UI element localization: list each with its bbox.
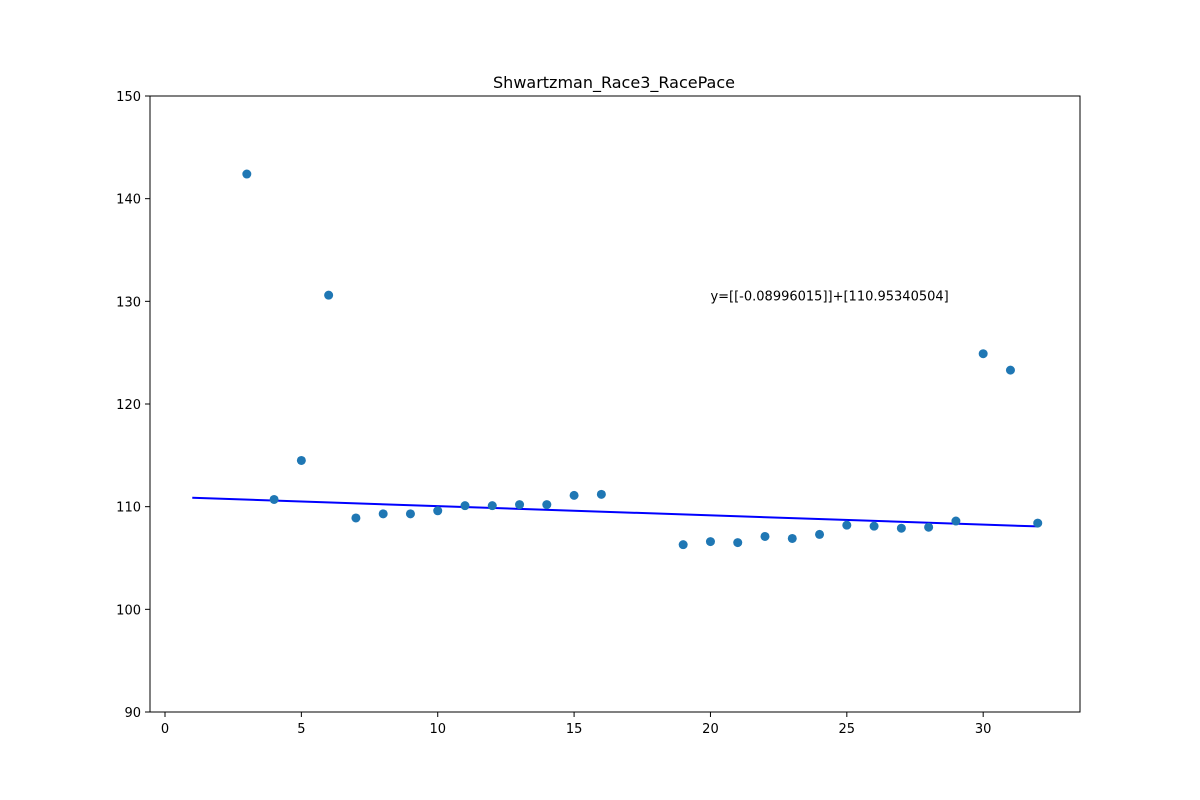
data-point: [378, 509, 388, 519]
data-point: [1033, 518, 1043, 528]
data-point: [596, 489, 606, 499]
data-point: [569, 490, 579, 500]
data-point: [733, 538, 743, 548]
x-tick-label: 25: [839, 722, 856, 737]
data-point: [296, 455, 306, 465]
y-tick-label: 120: [116, 398, 141, 413]
chart-title: Shwartzman_Race3_RacePace: [493, 73, 735, 93]
plot-area: 0 5 10 15 20 25 30 90 100 110 120 130 140 150 y=[[-0.0…: [116, 90, 1081, 737]
data-point: [269, 494, 279, 504]
data-point: [515, 500, 525, 510]
x-tick-label: 0: [161, 722, 169, 737]
x-tick-label: 5: [297, 722, 305, 737]
data-point: [842, 520, 852, 530]
data-point: [815, 529, 825, 539]
data-point: [869, 521, 879, 531]
data-point: [324, 290, 334, 300]
x-tick-label: 10: [429, 722, 446, 737]
fit-equation-annotation: y=[[-0.08996015]]+[110.95340504]: [710, 289, 948, 304]
y-tick-label: 110: [116, 501, 141, 516]
data-point: [460, 501, 470, 511]
y-tick-label: 150: [116, 90, 141, 105]
y-tick-label: 140: [116, 193, 141, 208]
data-point: [1005, 365, 1015, 375]
x-tick-label: 30: [975, 722, 992, 737]
data-point: [705, 537, 715, 547]
fit-line: [192, 496, 1038, 528]
y-tick-label: 100: [116, 603, 141, 618]
data-point: [542, 500, 552, 510]
data-point: [896, 523, 906, 533]
data-point: [433, 506, 443, 516]
data-point: [787, 533, 797, 543]
y-tick-label: 130: [116, 295, 141, 310]
data-point: [760, 531, 770, 541]
y-tick-label: 90: [124, 706, 141, 721]
x-tick-label: 20: [702, 722, 719, 737]
data-point: [351, 513, 361, 523]
x-tick-label: 15: [566, 722, 583, 737]
data-point: [924, 522, 934, 532]
data-point: [678, 540, 688, 550]
data-point: [405, 509, 415, 519]
data-point: [242, 169, 252, 179]
data-point: [951, 516, 961, 526]
data-point: [978, 349, 988, 359]
data-point: [487, 501, 497, 511]
